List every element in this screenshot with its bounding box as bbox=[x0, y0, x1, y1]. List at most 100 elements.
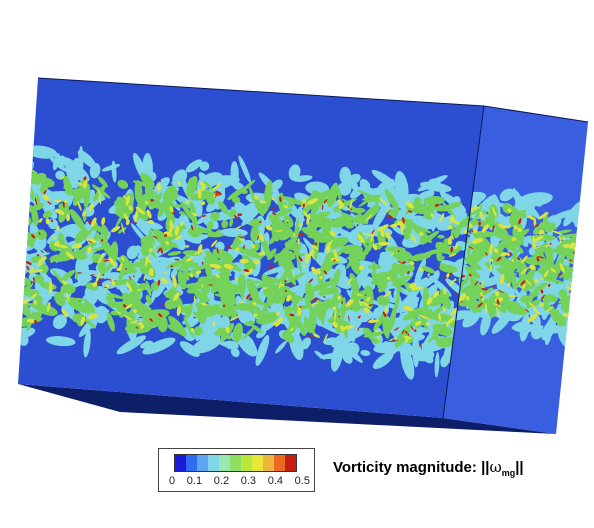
vortex-blob bbox=[211, 239, 218, 248]
vortex-blob bbox=[193, 326, 203, 336]
vortex-blob bbox=[509, 252, 512, 255]
vortex-blob bbox=[33, 299, 37, 305]
vortex-blob bbox=[531, 243, 537, 248]
vortex-blob bbox=[523, 267, 536, 284]
vortex-blob bbox=[137, 288, 142, 292]
vortex-blob bbox=[186, 175, 198, 198]
vortex-blob bbox=[87, 240, 93, 243]
vortex-blob bbox=[448, 218, 461, 225]
vortex-blob bbox=[88, 269, 108, 279]
vortex-blob bbox=[32, 277, 35, 282]
vortex-blob bbox=[388, 337, 398, 342]
vortex-blob bbox=[302, 203, 305, 208]
vortex-blob bbox=[571, 279, 587, 289]
vortex-blob bbox=[533, 307, 541, 316]
side-face bbox=[443, 106, 588, 434]
vortex-blob bbox=[185, 257, 193, 262]
vortex-blob bbox=[278, 282, 282, 289]
vortex-blob bbox=[507, 282, 511, 287]
vortex-blob bbox=[235, 266, 242, 273]
vortex-blob bbox=[512, 228, 530, 242]
vortex-blob bbox=[374, 330, 381, 332]
vortex-blob bbox=[420, 343, 422, 350]
vortex-blob bbox=[432, 278, 452, 297]
vortex-blob bbox=[330, 313, 333, 317]
vortex-blob bbox=[242, 244, 245, 250]
vortex-blob bbox=[174, 225, 180, 236]
vortex-blob bbox=[97, 176, 108, 188]
vortex-blob bbox=[534, 246, 541, 249]
vortex-blob bbox=[414, 320, 422, 326]
vortex-blob bbox=[170, 265, 173, 268]
vortex-blob bbox=[144, 183, 155, 204]
vortex-blob bbox=[121, 256, 125, 262]
vortex-blob bbox=[140, 173, 155, 188]
vortex-blob bbox=[211, 271, 226, 294]
vortex-blob bbox=[437, 313, 442, 322]
vortex-blob bbox=[372, 243, 378, 251]
vortex-blob bbox=[135, 326, 139, 329]
vortex-blob bbox=[304, 295, 313, 311]
vortex-blob bbox=[25, 261, 32, 265]
vortex-blob bbox=[496, 307, 501, 319]
vortex-blob bbox=[489, 264, 492, 273]
vortex-blob bbox=[284, 329, 292, 336]
vortex-blob bbox=[407, 210, 413, 213]
vortex-blob bbox=[56, 225, 60, 231]
vortex-blob bbox=[226, 245, 232, 250]
vortex-blob bbox=[200, 302, 208, 306]
vortex-blob bbox=[301, 227, 323, 238]
vortex-blob bbox=[169, 206, 174, 213]
vortex-blob bbox=[337, 295, 341, 300]
vortex-blob bbox=[418, 314, 430, 320]
vortex-blob bbox=[417, 347, 434, 364]
vortex-blob bbox=[553, 248, 563, 256]
vortex-blob bbox=[31, 221, 41, 245]
colorbar-tick-0: 0 bbox=[169, 475, 176, 487]
vortex-blob bbox=[133, 275, 135, 278]
vortex-blob bbox=[542, 231, 551, 241]
vortex-blob bbox=[140, 324, 145, 330]
vortex-blob bbox=[473, 228, 478, 234]
vortex-blob bbox=[125, 219, 130, 226]
vortex-blob bbox=[232, 322, 243, 343]
vortex-blob bbox=[149, 318, 153, 322]
vortex-blob bbox=[447, 236, 452, 246]
vortex-blob bbox=[392, 339, 398, 342]
vortex-blob bbox=[384, 188, 400, 212]
vortex-blob bbox=[152, 235, 158, 239]
vortex-blob bbox=[427, 277, 430, 279]
vortex-blob bbox=[143, 309, 170, 320]
vortex-blob bbox=[157, 313, 163, 318]
vortex-blob bbox=[366, 318, 373, 322]
vortex-blob bbox=[77, 272, 82, 274]
vortex-blob bbox=[317, 268, 321, 275]
vortex-blob bbox=[190, 191, 216, 201]
vortex-blob bbox=[466, 244, 471, 259]
vortex-blob bbox=[363, 242, 374, 256]
vortex-blob bbox=[62, 201, 65, 208]
vortex-blob bbox=[184, 303, 193, 319]
vortex-blob bbox=[177, 224, 187, 230]
colorbar-legend: 0 0.1 0.2 0.3 0.4 0.5 bbox=[158, 448, 315, 492]
vortex-blob bbox=[248, 199, 252, 203]
vortex-blob bbox=[481, 224, 490, 233]
vortex-blob bbox=[258, 219, 273, 227]
vortex-blob bbox=[39, 218, 43, 223]
vortex-blob bbox=[391, 262, 400, 276]
vortex-blob bbox=[443, 288, 447, 296]
vortex-blob bbox=[329, 230, 336, 237]
vortex-blob bbox=[66, 213, 71, 222]
vortex-blob bbox=[261, 287, 268, 291]
vortex-blob bbox=[454, 243, 458, 250]
vortex-blob bbox=[298, 233, 304, 236]
vortex-blob bbox=[262, 304, 269, 316]
vortex-blob bbox=[54, 199, 62, 203]
vortex-blob bbox=[478, 221, 481, 226]
vortex-blob bbox=[234, 225, 242, 230]
vortex-blob bbox=[409, 202, 429, 210]
vortex-blob bbox=[481, 274, 507, 287]
vortex-blob bbox=[333, 207, 342, 213]
vortex-blob bbox=[72, 313, 84, 323]
vortex-blob bbox=[446, 316, 455, 326]
